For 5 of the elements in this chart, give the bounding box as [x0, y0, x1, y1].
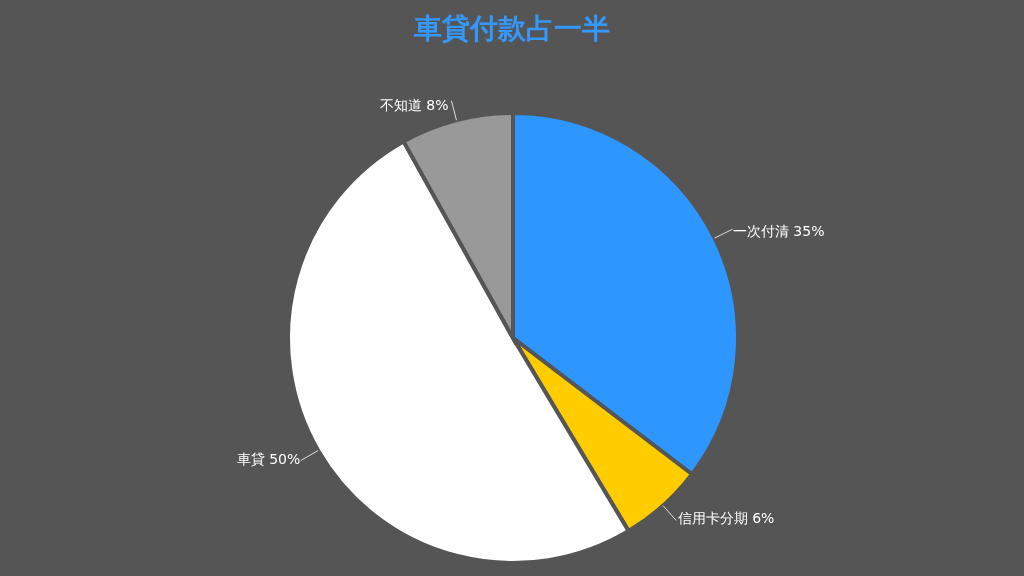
slice-label: 信用卡分期 6%: [677, 509, 775, 526]
slice-label: 一次付清 35%: [732, 222, 825, 239]
slice-label: 不知道 8%: [379, 96, 449, 113]
chart-title: 車貸付款占一半: [413, 11, 611, 47]
slice-label: 車貸 50%: [236, 450, 301, 467]
